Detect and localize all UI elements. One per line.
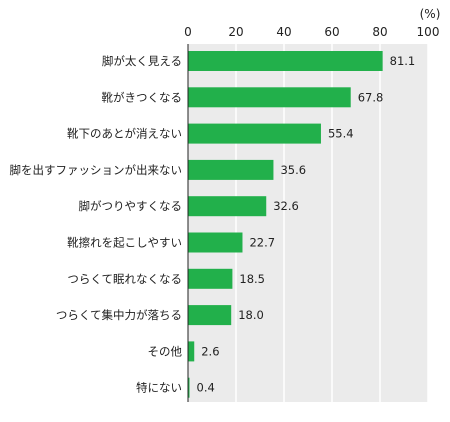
- value-label: 67.8: [358, 90, 384, 104]
- bar: [188, 123, 321, 144]
- value-label: 18.0: [238, 308, 264, 322]
- tick-label: 20: [228, 25, 243, 39]
- bar: [188, 159, 274, 180]
- bars: [188, 51, 383, 398]
- value-label: 81.1: [390, 54, 416, 68]
- category-label: つらくて眠れなくなる: [67, 272, 182, 286]
- category-label: その他: [148, 344, 183, 358]
- category-label: 脚がつりやすくなる: [79, 199, 183, 213]
- tick-label: 100: [417, 25, 440, 39]
- tick-labels: 0 20 40 60 80 100: [184, 25, 439, 39]
- bar: [188, 377, 190, 398]
- value-label: 22.7: [249, 236, 275, 250]
- category-labels: 脚が太く見える靴がきつくなる靴下のあとが消えない脚を出すファッションが出来ない脚…: [10, 54, 183, 395]
- category-label: つらくて集中力が落ちる: [56, 308, 182, 322]
- bar: [188, 341, 195, 362]
- category-label: 脚が太く見える: [102, 54, 182, 68]
- value-label: 2.6: [201, 344, 219, 358]
- category-label: 脚を出すファッションが出来ない: [10, 163, 183, 177]
- category-label: 靴下のあとが消えない: [67, 127, 182, 141]
- value-labels: 81.1 67.8 55.4 35.6 32.6 22.7 18.5 18.0 2.6 0.4: [197, 54, 416, 395]
- bar: [188, 51, 383, 71]
- value-label: 32.6: [273, 199, 299, 213]
- bar: [188, 232, 243, 253]
- bar: [188, 196, 267, 217]
- category-label: 靴がきつくなる: [102, 90, 183, 104]
- tick-label: 80: [372, 25, 387, 39]
- value-label: 18.5: [239, 272, 265, 286]
- value-label: 35.6: [280, 163, 306, 177]
- unit-label: (%): [420, 7, 441, 21]
- category-label: 特にない: [136, 381, 182, 395]
- tick-label: 40: [276, 25, 291, 39]
- bar: [188, 305, 232, 326]
- tick-label: 60: [324, 25, 339, 39]
- bar: [188, 268, 233, 289]
- value-label: 55.4: [328, 127, 354, 141]
- bar: [188, 87, 351, 108]
- category-label: 靴擦れを起こしやすい: [67, 236, 182, 250]
- tick-label: 0: [184, 25, 192, 39]
- value-label: 0.4: [197, 381, 215, 395]
